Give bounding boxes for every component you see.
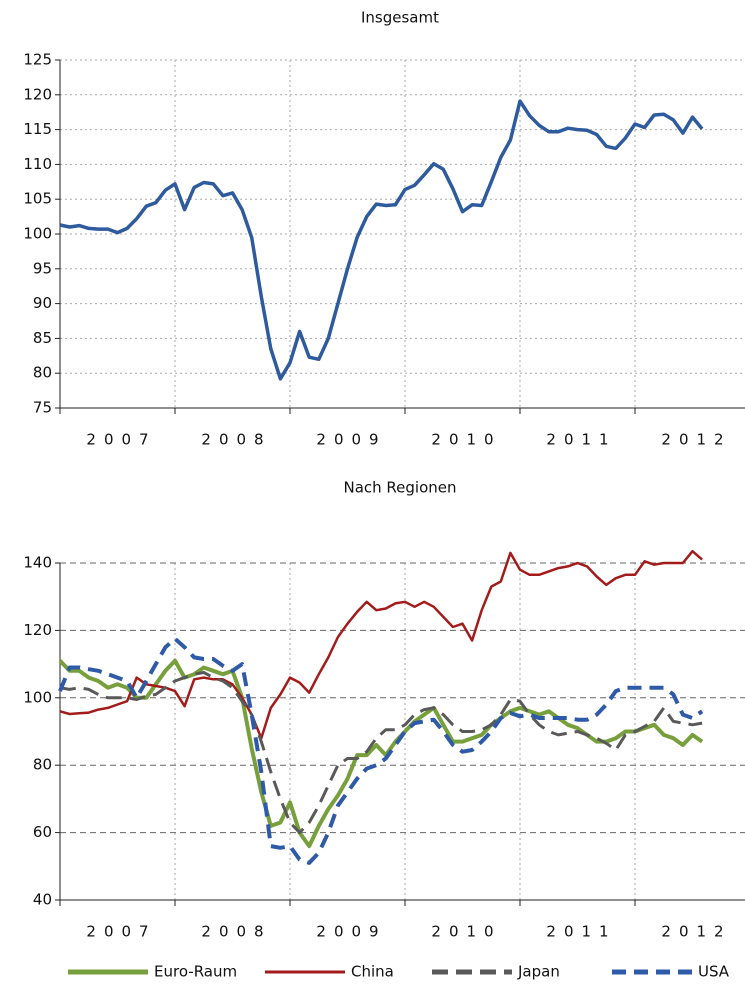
y-tick-label: 140 (23, 554, 52, 572)
data-line (59, 99, 704, 381)
legend-label: China (351, 963, 394, 981)
x-tick-label: 2009 (316, 923, 386, 941)
chart-title: Insgesamt (361, 9, 439, 27)
x-tick-label: 2012 (661, 923, 731, 941)
y-tick-label: 90 (33, 294, 52, 312)
x-tick-label: 2009 (316, 431, 386, 449)
x-tick-label: 2012 (661, 431, 731, 449)
x-tick-label: 2011 (546, 923, 616, 941)
x-tick-label: 2007 (86, 923, 156, 941)
legend-label: Euro-Raum (154, 963, 237, 981)
y-tick-label: 85 (33, 329, 52, 347)
x-tick-label: 2010 (431, 923, 501, 941)
y-tick-label: 105 (23, 190, 52, 208)
y-tick-label: 115 (23, 120, 52, 138)
chart-title: Nach Regionen (343, 479, 456, 497)
x-tick-label: 2007 (86, 431, 156, 449)
y-tick-label: 100 (23, 688, 52, 706)
y-tick-label: 60 (33, 823, 52, 841)
x-tick-label: 2010 (431, 431, 501, 449)
data-line (59, 671, 703, 835)
y-tick-label: 125 (23, 51, 52, 69)
y-tick-label: 100 (23, 225, 52, 243)
y-tick-label: 120 (23, 85, 52, 103)
y-tick-label: 120 (23, 621, 52, 639)
x-tick-label: 2008 (201, 431, 271, 449)
data-line (58, 658, 704, 849)
y-tick-label: 40 (33, 891, 52, 909)
x-tick-label: 2008 (201, 923, 271, 941)
legend-label: Japan (517, 963, 560, 981)
x-tick-label: 2011 (546, 431, 616, 449)
y-tick-label: 75 (33, 399, 52, 417)
y-tick-label: 95 (33, 259, 52, 277)
y-tick-label: 110 (23, 155, 52, 173)
data-line (58, 636, 704, 865)
y-tick-label: 80 (33, 364, 52, 382)
y-tick-label: 80 (33, 756, 52, 774)
legend-label: USA (698, 963, 730, 981)
data-line (59, 549, 703, 740)
